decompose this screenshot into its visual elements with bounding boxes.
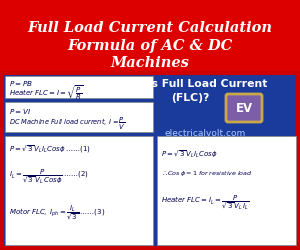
- Text: What is Full Load Current
(FLC)?: What is Full Load Current (FLC)?: [112, 79, 268, 102]
- Text: $P = \sqrt{3}\,V_L I_L Cos\phi \;\ldots\ldots(1)$: $P = \sqrt{3}\,V_L I_L Cos\phi \;\ldots\…: [9, 143, 91, 154]
- FancyBboxPatch shape: [5, 102, 153, 132]
- FancyBboxPatch shape: [157, 136, 296, 245]
- Text: EV: EV: [236, 102, 253, 115]
- Text: $I_L = \dfrac{P}{\sqrt{3}\,V_L\,Cos\phi} \;\ldots\ldots(2)$: $I_L = \dfrac{P}{\sqrt{3}\,V_L\,Cos\phi}…: [9, 167, 89, 186]
- Text: electricalvolt.com: electricalvolt.com: [164, 128, 246, 137]
- Text: $P = VI$: $P = VI$: [9, 106, 31, 115]
- Text: $DC\;Machine\;Full\;load\;current,\;I = \dfrac{P}{V}$: $DC\;Machine\;Full\;load\;current,\;I = …: [9, 116, 126, 132]
- FancyBboxPatch shape: [2, 74, 298, 248]
- FancyBboxPatch shape: [226, 94, 262, 122]
- Text: Full Load Current Calculation: Full Load Current Calculation: [28, 21, 272, 35]
- Text: $Heater\;FLC = I = \sqrt{\dfrac{P}{R}}$: $Heater\;FLC = I = \sqrt{\dfrac{P}{R}}$: [9, 83, 84, 102]
- FancyBboxPatch shape: [5, 77, 153, 98]
- Text: $P = \sqrt{3}\,V_L I_L Cos\phi$: $P = \sqrt{3}\,V_L I_L Cos\phi$: [161, 148, 218, 159]
- Text: $Heater\;FLC = I_L = \dfrac{P}{\sqrt{3}\,V_L\,I_L}$: $Heater\;FLC = I_L = \dfrac{P}{\sqrt{3}\…: [161, 193, 249, 212]
- Text: $Motor\;FLC,\;I_{ph} = \dfrac{I_L}{\sqrt{3}} \;\ldots\ldots(3)$: $Motor\;FLC,\;I_{ph} = \dfrac{I_L}{\sqrt…: [9, 203, 105, 221]
- Text: $P = PB$: $P = PB$: [9, 78, 33, 87]
- Text: Machines: Machines: [111, 56, 189, 70]
- FancyBboxPatch shape: [5, 136, 153, 245]
- Text: $\therefore Cos\,\phi = 1\;for\;resistive\;load$: $\therefore Cos\,\phi = 1\;for\;resistiv…: [161, 168, 253, 177]
- Text: Formula of AC & DC: Formula of AC & DC: [68, 39, 232, 53]
